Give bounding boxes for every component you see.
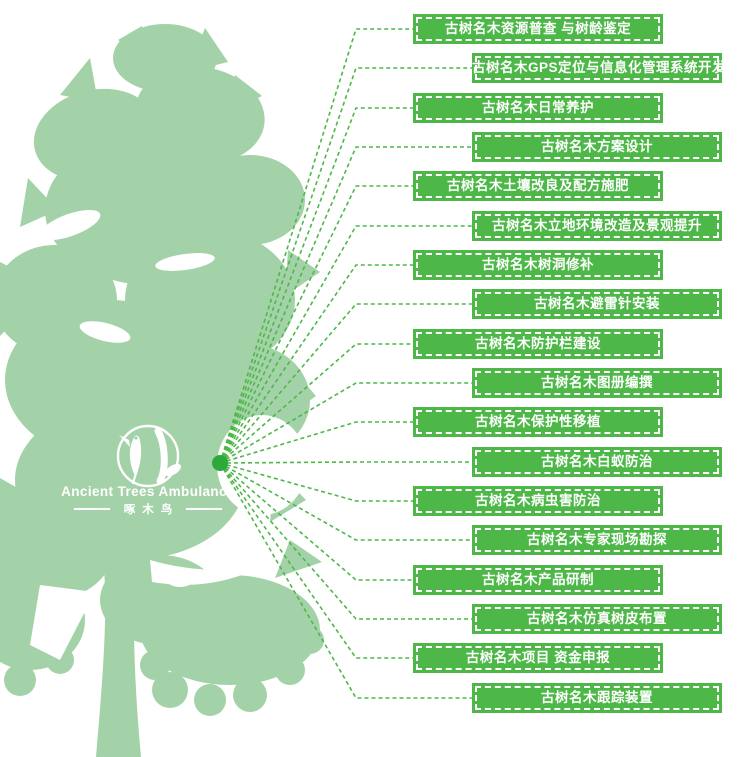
service-box-4: 古树名木方案设计 [472, 132, 722, 162]
service-label: 古树名木树洞修补 [482, 257, 594, 272]
service-label: 古树名木项目 资金申报 [465, 650, 611, 665]
service-box-5: 古树名木土壤改良及配方施肥 [413, 171, 663, 201]
subtitle-rule-right [186, 508, 223, 510]
service-label: 古树名木日常养护 [482, 100, 594, 115]
service-label: 古树名木防护栏建设 [475, 336, 601, 351]
tree-trunk [96, 558, 141, 757]
service-box-2: 古树名木GPS定位与信息化管理系统开发 [472, 53, 727, 83]
service-label: 古树名木病虫害防治 [475, 493, 601, 508]
service-box-17: 古树名木项目 资金申报 [413, 643, 663, 673]
service-box-3: 古树名木日常养护 [413, 93, 663, 123]
service-label: 古树名木GPS定位与信息化管理系统开发 [472, 60, 727, 75]
connector-line-11 [219, 421, 413, 464]
connector-line-12 [219, 461, 472, 464]
service-label: 古树名木图册编撰 [541, 375, 653, 390]
service-label: 古树名木跟踪装置 [541, 690, 653, 705]
connector-line-10 [219, 382, 472, 464]
service-label: 古树名木立地环境改造及景观提升 [492, 218, 702, 233]
service-box-7: 古树名木树洞修补 [413, 250, 663, 280]
connector-line-1 [219, 28, 413, 464]
service-label: 古树名木方案设计 [541, 139, 653, 154]
connector-line-17 [219, 462, 413, 659]
service-box-18: 古树名木跟踪装置 [472, 683, 722, 713]
service-box-15: 古树名木产品研制 [413, 565, 663, 595]
service-box-12: 古树名木白蚁防治 [472, 447, 722, 477]
service-box-10: 古树名木图册编撰 [472, 368, 722, 398]
service-label: 古树名木土壤改良及配方施肥 [447, 178, 629, 193]
service-label: 古树名木仿真树皮布置 [527, 611, 667, 626]
logo-subtitle: 啄木鸟 [123, 504, 180, 516]
service-box-8: 古树名木避雷针安装 [472, 289, 722, 319]
tree-canopy [0, 24, 324, 716]
service-box-1: 古树名木资源普查 与树龄鉴定 [413, 14, 663, 44]
connector-line-9 [219, 343, 413, 464]
hub-dot [212, 455, 228, 471]
connector-line-5 [219, 185, 413, 464]
service-box-14: 古树名木专家现场勘探 [472, 525, 722, 555]
connector-line-15 [219, 462, 413, 581]
service-label: 古树名木保护性移植 [475, 414, 601, 429]
connector-line-14 [219, 462, 472, 541]
tree-gaps [30, 209, 307, 660]
connector-line-4 [219, 146, 472, 464]
connector-line-13 [219, 462, 413, 502]
subtitle-rule-left [73, 508, 110, 510]
service-label: 古树名木白蚁防治 [541, 454, 653, 469]
service-box-11: 古树名木保护性移植 [413, 407, 663, 437]
service-label: 古树名木避雷针安装 [534, 296, 660, 311]
connector-lines [219, 28, 472, 699]
service-box-9: 古树名木防护栏建设 [413, 329, 663, 359]
service-label: 古树名木资源普查 与树龄鉴定 [444, 21, 632, 36]
connector-line-7 [219, 264, 413, 464]
woodpecker-logo-icon [116, 424, 181, 488]
connector-line-16 [219, 462, 472, 620]
connector-line-6 [219, 225, 472, 464]
connector-line-3 [219, 107, 413, 464]
service-box-13: 古树名木病虫害防治 [413, 486, 663, 516]
service-box-6: 古树名木立地环境改造及景观提升 [472, 211, 722, 241]
service-box-16: 古树名木仿真树皮布置 [472, 604, 722, 634]
service-label: 古树名木产品研制 [482, 572, 594, 587]
logo-title: Ancient Trees Ambulance [61, 484, 235, 499]
service-label: 古树名木专家现场勘探 [527, 532, 667, 547]
logo-subtitle-row: 啄木鸟 [38, 501, 258, 517]
